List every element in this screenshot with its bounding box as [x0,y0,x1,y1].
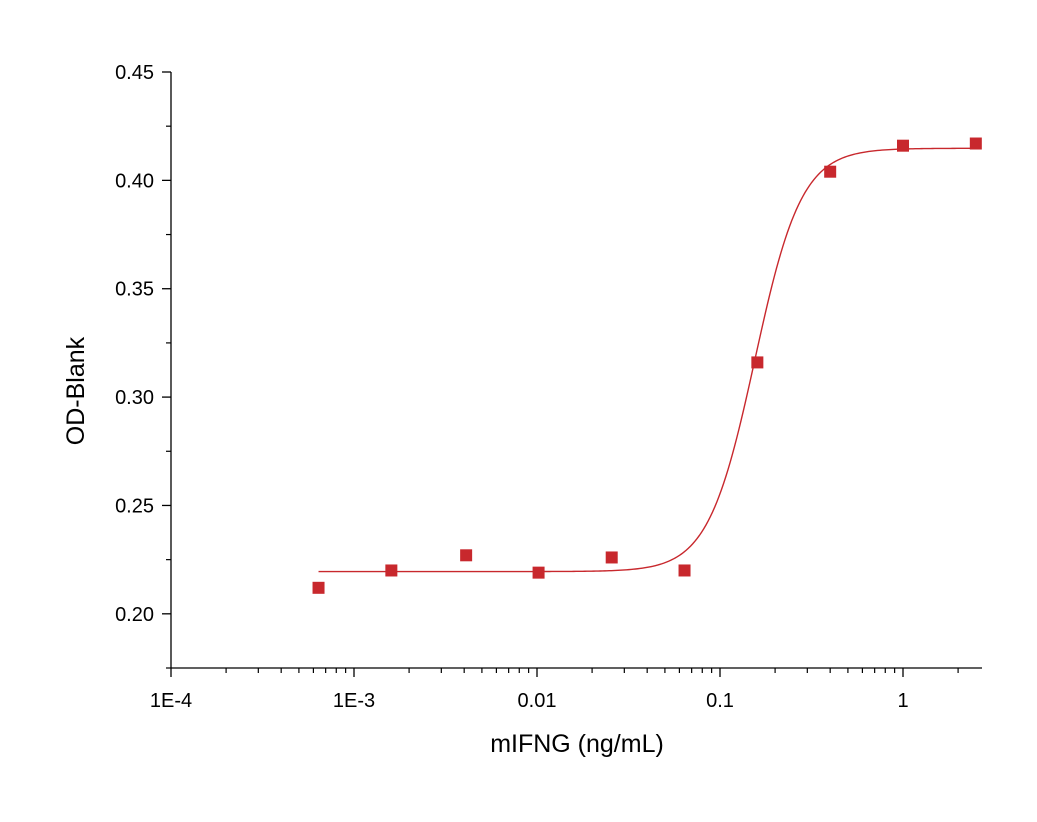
data-point [824,165,837,178]
data-point [605,551,618,564]
fit-curve [318,147,979,573]
data-point [969,137,982,150]
data-point [460,549,473,562]
data-point [678,564,691,577]
y-tick-label: 0.40 [115,170,154,192]
x-tick-label: 0.01 [518,690,557,712]
x-tick-label: 1E-4 [150,690,192,712]
y-axis-title: OD-Blank [62,336,90,445]
axes: 0.20 0.25 0.30 0.35 0.40 0.45 1E-4 1E-3 0.01 0.1 1 [115,62,982,712]
data-point [532,566,545,579]
y-tick-label: 0.25 [115,495,154,517]
y-tick-label: 0.30 [115,387,154,409]
x-tick-label: 1 [897,690,908,712]
y-tick-label: 0.45 [115,62,154,84]
y-tick-label: 0.20 [115,604,154,626]
x-tick-label: 0.1 [706,690,734,712]
data-point [385,564,398,577]
data-points-layer [312,137,982,594]
y-tick-label: 0.35 [115,279,154,301]
data-point [312,581,325,594]
data-point [751,356,764,369]
x-axis-title: mIFNG (ng/mL) [490,730,664,758]
data-point [897,139,909,152]
x-tick-label: 1E-3 [333,690,375,712]
fit-curve-layer [318,147,979,573]
